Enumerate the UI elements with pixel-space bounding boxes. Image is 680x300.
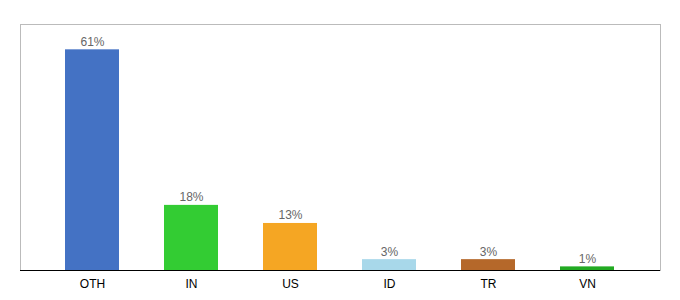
svg-text:US: US <box>282 277 299 291</box>
svg-text:3%: 3% <box>381 245 399 259</box>
svg-text:13%: 13% <box>278 208 302 222</box>
svg-text:OTH: OTH <box>80 277 105 291</box>
svg-text:1%: 1% <box>579 252 597 266</box>
svg-text:ID: ID <box>384 277 396 291</box>
svg-text:TR: TR <box>481 277 497 291</box>
svg-text:VN: VN <box>579 277 596 291</box>
svg-text:61%: 61% <box>80 35 104 49</box>
svg-text:18%: 18% <box>179 190 203 204</box>
svg-text:IN: IN <box>186 277 198 291</box>
svg-text:3%: 3% <box>480 245 498 259</box>
